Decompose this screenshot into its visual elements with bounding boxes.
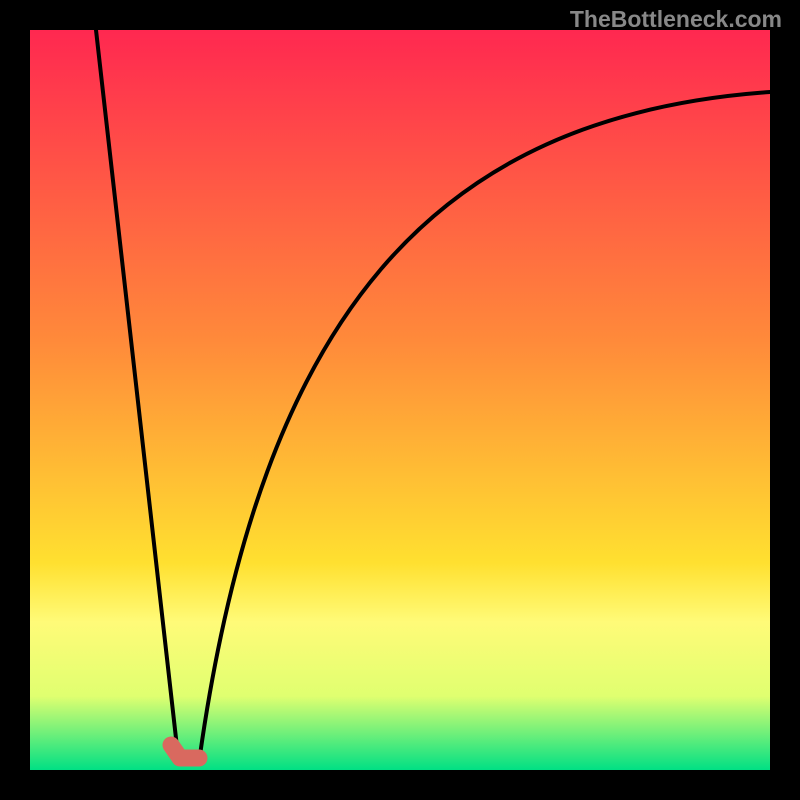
- frame: TheBottleneck.com: [0, 0, 800, 800]
- source-link[interactable]: TheBottleneck.com: [570, 6, 782, 33]
- plot-area: [30, 30, 770, 770]
